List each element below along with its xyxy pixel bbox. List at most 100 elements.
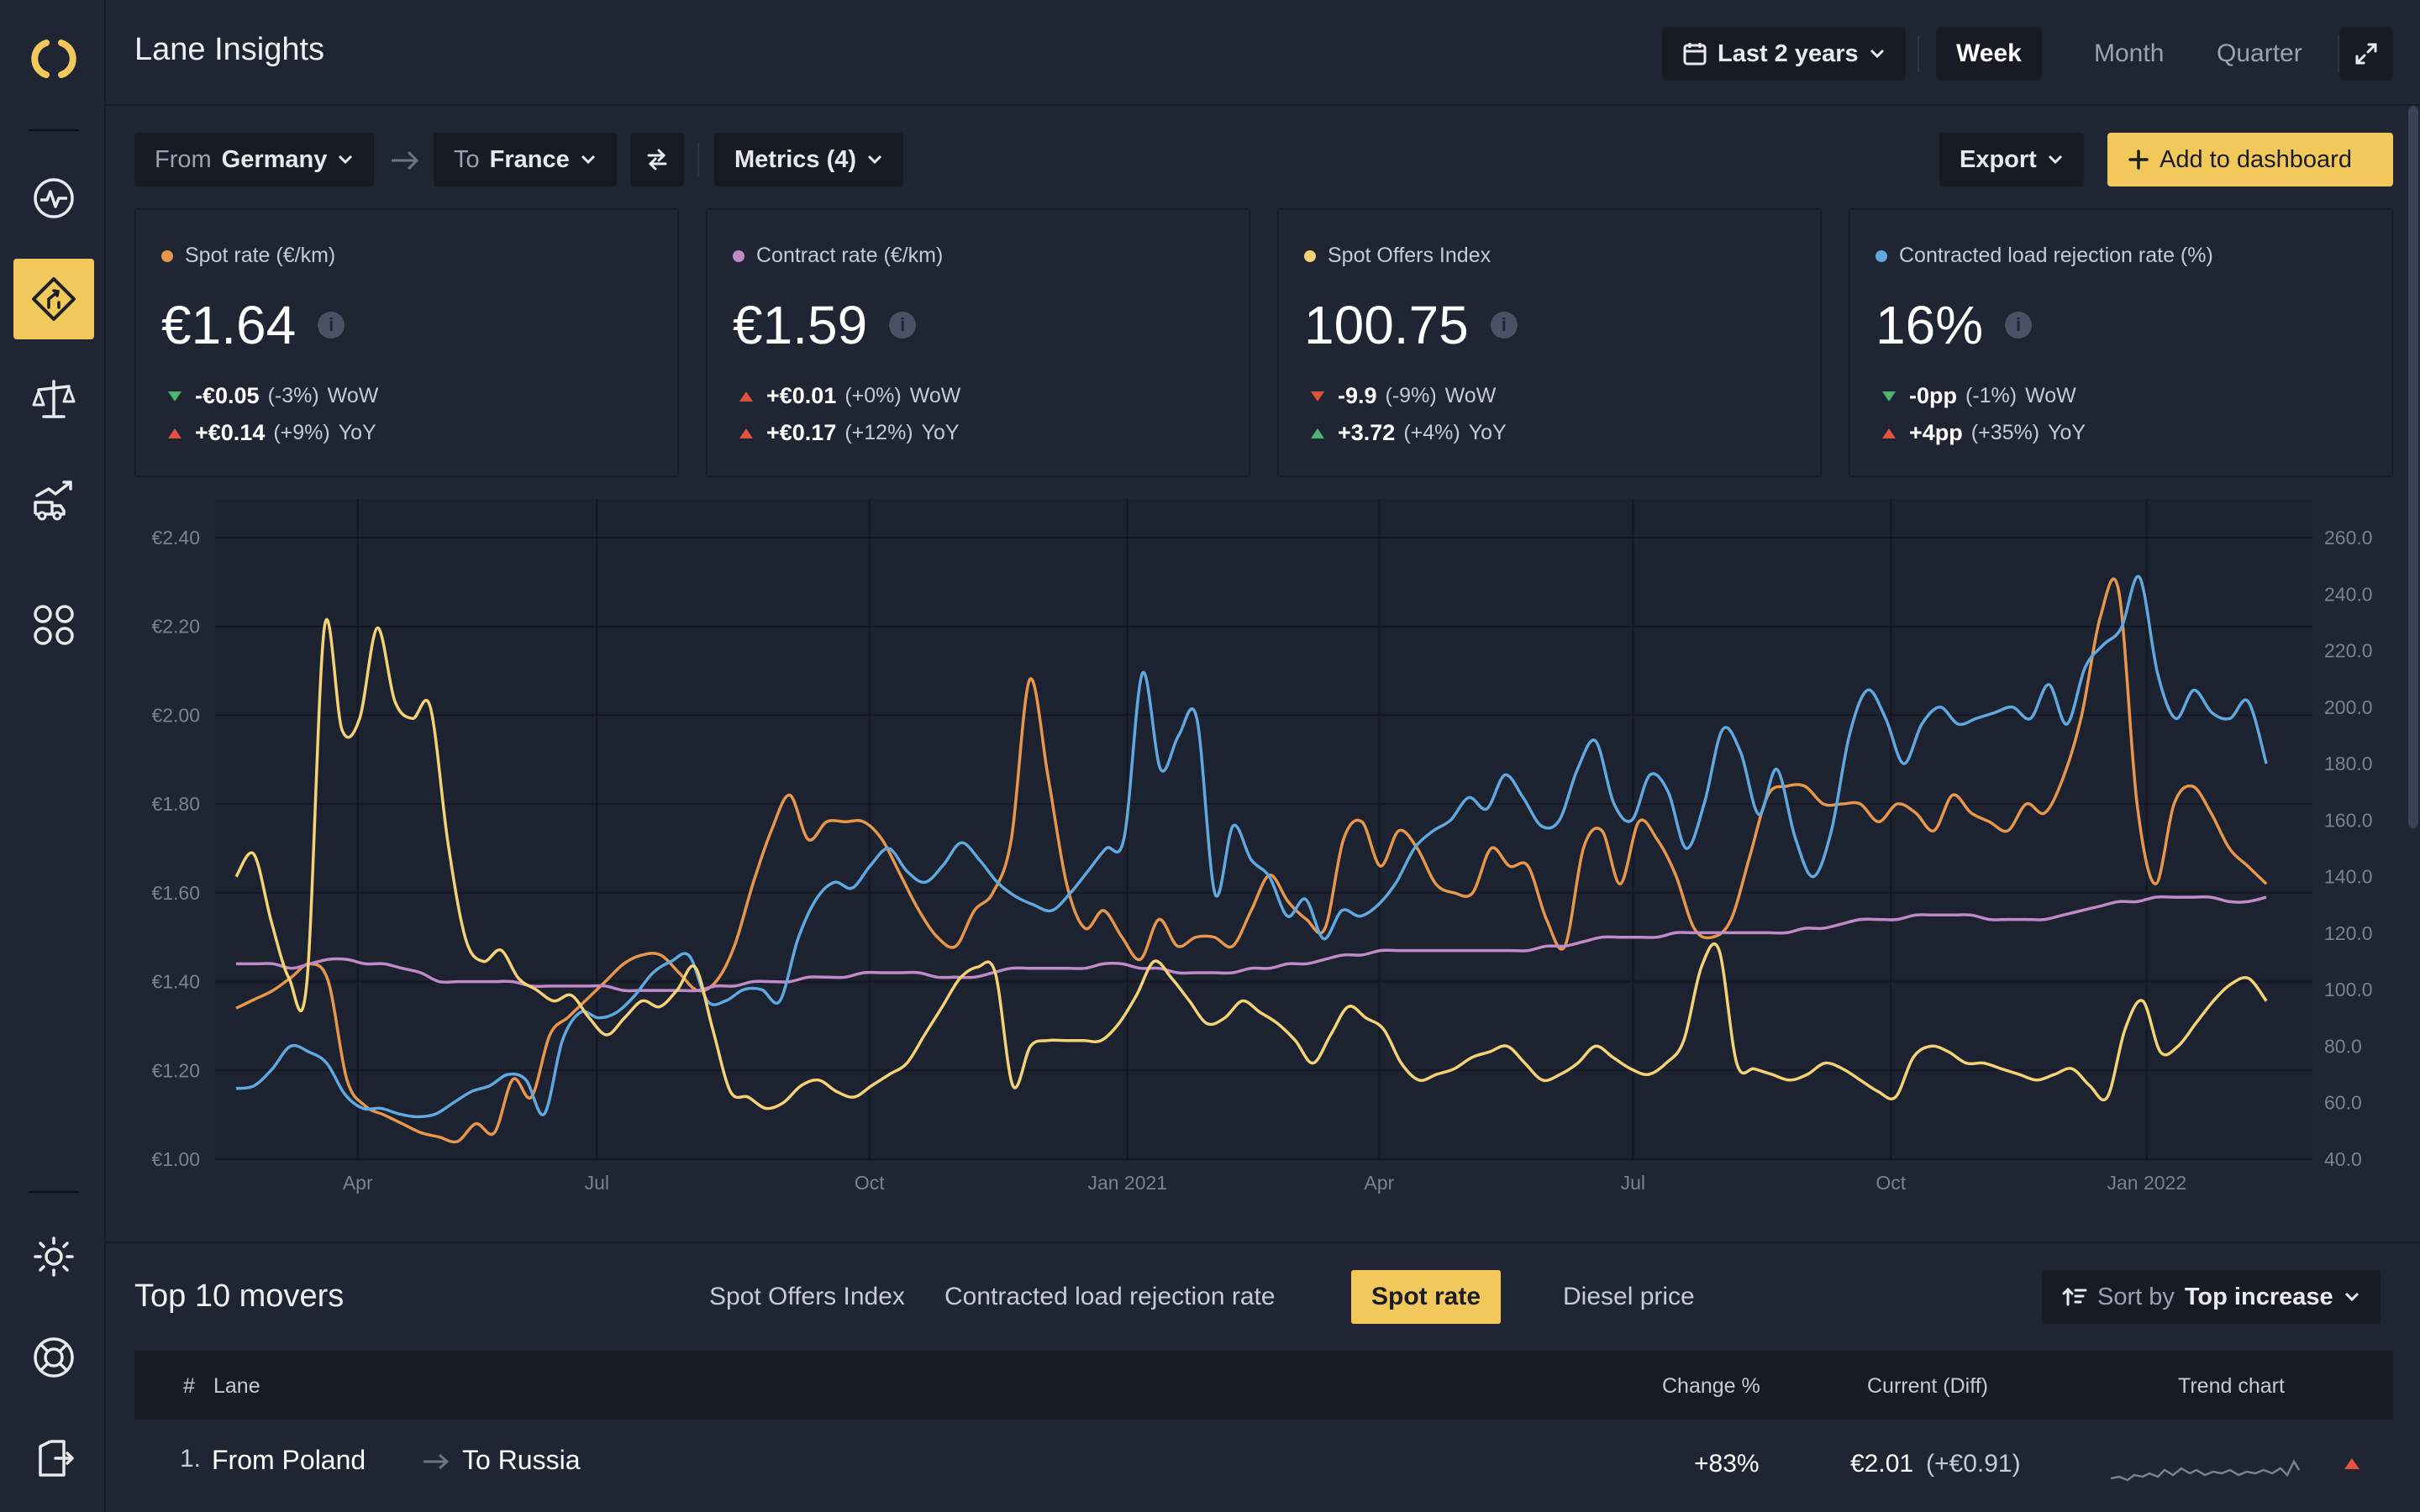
info-icon[interactable]: i [318,312,345,339]
kpi-title: Contracted load rejection rate (%) [1876,244,2213,268]
period-week[interactable]: Week [1936,27,2042,81]
kpi-wow-value: -€0.05 [195,383,260,408]
kpi-yoy-label: YoY [1468,421,1507,444]
chevron-down-icon [2048,155,2062,165]
decrease-icon [1882,391,1896,402]
x-tick-label: Oct [855,1172,885,1194]
info-icon[interactable]: i [2005,312,2033,339]
y-left-tick-label: €2.20 [151,616,200,638]
column-num: # [183,1374,195,1398]
info-icon[interactable]: i [889,312,917,339]
x-tick-label: Jan 2021 [1087,1172,1167,1194]
grid-icon[interactable] [13,585,94,665]
row-lane-to: To Russia [462,1445,581,1475]
kpi-wow-pct: (-9%) [1385,384,1437,407]
kpi-card[interactable]: Spot Offers Index 100.75 i -9.9 (-9%) Wo… [1277,208,1822,477]
series-dot-icon [161,249,173,262]
period-month[interactable]: Month [2094,39,2165,67]
period-quarter[interactable]: Quarter [2217,39,2302,67]
tab-diesel-price[interactable]: Diesel price [1563,1283,1695,1310]
swap-direction-button[interactable] [630,133,684,186]
column-change[interactable]: Change % [1662,1374,1760,1398]
decrease-icon [1311,391,1324,402]
y-right-tick-label: 160.0 [2324,809,2373,831]
sort-icon [2062,1287,2087,1306]
y-left-tick-label: €2.00 [151,704,200,726]
kpi-value-text: €1.64 [161,295,297,355]
kpi-value: €1.64 i [161,294,345,356]
to-label: To [454,145,480,173]
kpi-title-text: Spot Offers Index [1328,244,1491,267]
series-dot-icon [1876,249,1887,262]
kpi-wow-value: -9.9 [1338,383,1377,408]
kpi-value-text: 100.75 [1304,295,1469,355]
expand-button[interactable] [2339,27,2393,81]
sort-dropdown[interactable]: Sort by Top increase [2042,1270,2381,1324]
row-change: +83% [1694,1450,1760,1478]
x-tick-label: Jul [1621,1172,1645,1194]
increase-icon [1311,428,1324,438]
activity-icon[interactable] [13,158,94,239]
scale-icon[interactable] [13,360,94,440]
add-to-dashboard-button[interactable]: Add to dashboard [2107,133,2393,186]
column-current[interactable]: Current (Diff) [1867,1374,1989,1398]
x-tick-label: Oct [1876,1172,1906,1194]
y-right-tick-label: 180.0 [2324,753,2373,774]
y-right-tick-label: 60.0 [2324,1092,2362,1114]
kpi-title-text: Contract rate (€/km) [756,244,944,267]
kpi-value-text: 16% [1876,295,1984,355]
increase-icon [739,428,753,438]
y-right-tick-label: 120.0 [2324,922,2373,944]
export-dropdown[interactable]: Export [1939,133,2084,186]
column-lane[interactable]: Lane [213,1374,260,1398]
x-tick-label: Jan 2022 [2107,1172,2186,1194]
kpi-yoy: +4pp (+35%) YoY [1882,420,2086,446]
truck-trend-icon[interactable] [13,460,94,541]
kpi-title: Contract rate (€/km) [733,244,943,268]
tab-spot-offers-index[interactable]: Spot Offers Index [709,1283,905,1310]
y-left-tick-label: €1.60 [151,882,200,904]
page-title: Lane Insights [134,32,325,67]
row-current: €2.01 [1850,1450,1914,1478]
expand-icon [2355,43,2377,65]
logout-icon[interactable] [13,1418,94,1499]
kpi-wow-pct: (-3%) [267,384,319,407]
to-value: France [489,145,570,173]
kpi-value: €1.59 i [733,294,917,356]
chevron-down-icon [339,155,353,165]
kpi-title: Spot Offers Index [1304,244,1491,268]
date-range-dropdown[interactable]: Last 2 years [1662,27,1906,81]
series-dot-icon [1304,249,1316,262]
kpi-card[interactable]: Spot rate (€/km) €1.64 i -€0.05 (-3%) Wo… [134,208,679,477]
kpi-title: Spot rate (€/km) [161,244,335,268]
kpi-yoy: +3.72 (+4%) YoY [1311,420,1507,446]
arrow-right-icon [392,150,419,171]
lifebuoy-icon[interactable] [13,1317,94,1398]
to-country-dropdown[interactable]: To France [434,133,617,186]
kpi-yoy: +€0.17 (+12%) YoY [739,420,960,446]
metrics-dropdown[interactable]: Metrics (4) [714,133,904,186]
row-lane-from: From Poland [212,1445,366,1475]
route-icon[interactable] [13,259,94,339]
sort-value: Top increase [2184,1283,2333,1310]
export-label: Export [1960,145,2037,173]
y-left-tick-label: €1.40 [151,971,200,993]
table-header: # Lane Change % Current (Diff) Trend cha… [134,1351,2393,1420]
from-country-dropdown[interactable]: From Germany [134,133,375,186]
scrollbar[interactable] [2408,106,2418,828]
kpi-wow-value: -0pp [1909,383,1957,408]
tab-spot-rate[interactable]: Spot rate [1351,1270,1502,1324]
kpi-card[interactable]: Contracted load rejection rate (%) 16% i… [1849,208,2393,477]
y-right-tick-label: 200.0 [2324,696,2373,718]
y-left-tick-label: €1.80 [151,793,200,815]
y-left-tick-label: €1.20 [151,1059,200,1081]
sun-icon[interactable] [13,1216,94,1297]
divider [2338,35,2339,72]
kpi-card[interactable]: Contract rate (€/km) €1.59 i +€0.01 (+0%… [706,208,1250,477]
info-icon[interactable]: i [1490,312,1518,339]
kpi-yoy-label: YoY [338,421,376,444]
kpi-wow: -9.9 (-9%) WoW [1311,383,1496,409]
logo-icon[interactable] [13,18,94,99]
tab-contracted-load-rejection-rate[interactable]: Contracted load rejection rate [944,1283,1276,1310]
table-row[interactable]: 1. From Poland To Russia +83% €2.01 (+€0… [134,1445,2393,1512]
